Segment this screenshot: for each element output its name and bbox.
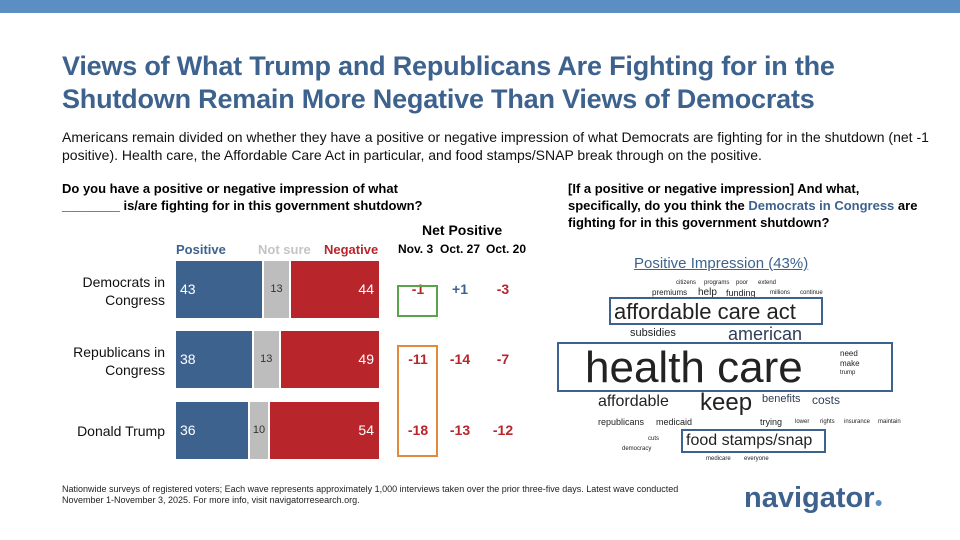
legend-negative: Negative bbox=[324, 242, 379, 257]
cloud-word: medicare bbox=[706, 456, 731, 462]
row-label: Democrats in Congress bbox=[82, 274, 165, 308]
cloud-word: premiums bbox=[652, 288, 688, 297]
logo-dot-icon: ● bbox=[874, 494, 883, 510]
net-col-1: Oct. 27 bbox=[440, 242, 481, 256]
bar-not-sure: 13 bbox=[253, 331, 279, 388]
cloud-word: make bbox=[840, 359, 860, 368]
cloud-word: affordable care act bbox=[614, 299, 796, 324]
q-pre: [If a positive or negative impression] A… bbox=[568, 181, 860, 213]
navigator-logo: navigator● bbox=[744, 482, 883, 515]
question-left: Do you have a positive or negative impre… bbox=[62, 181, 423, 213]
cloud-word: food stamps/snap bbox=[686, 432, 813, 449]
cloud-word: need bbox=[840, 349, 858, 358]
bar-positive: 43 bbox=[176, 261, 263, 318]
bar-not-sure: 13 bbox=[264, 261, 289, 318]
cloud-word: rights bbox=[820, 419, 835, 425]
cloud-highlight-box bbox=[681, 429, 826, 453]
net-value: -18 bbox=[407, 422, 429, 438]
cloud-word: help bbox=[698, 287, 717, 298]
cloud-word: democracy bbox=[622, 446, 652, 452]
subtitle: Americans remain divided on whether they… bbox=[62, 129, 929, 163]
cloud-word: american bbox=[728, 324, 803, 344]
q-highlight: Democrats in Congress bbox=[748, 198, 895, 213]
cloud-word: subsidies bbox=[630, 327, 676, 339]
logo-text: navigator bbox=[744, 482, 875, 514]
bar-negative: 44 bbox=[290, 261, 379, 318]
bar-not-sure: 10 bbox=[249, 402, 269, 459]
page-title: Views of What Trump and Republicans Are … bbox=[62, 51, 835, 114]
cloud-word: funding bbox=[726, 288, 756, 298]
question-right: [If a positive or negative impression] A… bbox=[568, 180, 928, 231]
cloud-word: programs bbox=[704, 280, 730, 286]
net-value: +1 bbox=[452, 281, 468, 297]
cloud-highlight-box bbox=[609, 297, 823, 325]
cloud-word: health care bbox=[585, 343, 803, 392]
q-post: are fighting for in this government shut… bbox=[568, 198, 918, 230]
cloud-word: lower bbox=[795, 419, 810, 425]
cloud-word: millions bbox=[770, 290, 791, 296]
net-value: -13 bbox=[449, 422, 471, 438]
top-bar bbox=[0, 0, 960, 13]
footnote: Nationwide surveys of registered voters;… bbox=[62, 484, 679, 505]
word-cloud-title: Positive Impression (43%) bbox=[634, 255, 809, 272]
bar-positive: 36 bbox=[176, 402, 248, 459]
cloud-word: trump bbox=[840, 370, 856, 376]
cloud-word: keep bbox=[700, 389, 753, 416]
net-value: -11 bbox=[408, 351, 428, 367]
net-col-0: Nov. 3 bbox=[398, 242, 434, 256]
cloud-word: citizens bbox=[676, 280, 697, 286]
highlight-box-green bbox=[397, 285, 438, 317]
cloud-word: medicaid bbox=[656, 417, 693, 427]
cloud-word: cuts bbox=[648, 436, 660, 442]
cloud-word: republicans bbox=[598, 417, 645, 427]
net-col-2: Oct. 20 bbox=[486, 242, 527, 256]
cloud-word: insurance bbox=[844, 419, 871, 425]
net-value: -12 bbox=[492, 422, 514, 438]
cloud-word: costs bbox=[812, 393, 841, 407]
bar-negative: 54 bbox=[270, 402, 379, 459]
net-positive-title: Net Positive bbox=[422, 222, 503, 238]
net-value: -14 bbox=[449, 351, 471, 367]
cloud-word: poor bbox=[736, 280, 749, 286]
cloud-word: everyone bbox=[744, 456, 769, 462]
cloud-word: continue bbox=[800, 290, 823, 296]
cloud-word: trying bbox=[760, 417, 783, 427]
net-value: -3 bbox=[496, 281, 510, 297]
cloud-word: maintain bbox=[878, 419, 901, 425]
cloud-highlight-box bbox=[557, 342, 893, 392]
legend-positive: Positive bbox=[176, 242, 226, 257]
cloud-word: extend bbox=[758, 280, 777, 286]
row-label: Republicans in Congress bbox=[73, 344, 165, 378]
highlight-box-orange bbox=[397, 345, 438, 457]
legend-not-sure: Not sure bbox=[258, 242, 311, 257]
cloud-word: affordable bbox=[598, 393, 669, 410]
bar-negative: 49 bbox=[280, 331, 379, 388]
cloud-word: benefits bbox=[762, 393, 801, 405]
bar-positive: 38 bbox=[176, 331, 252, 388]
row-label: Donald Trump bbox=[77, 423, 165, 439]
net-value: -7 bbox=[496, 351, 510, 367]
